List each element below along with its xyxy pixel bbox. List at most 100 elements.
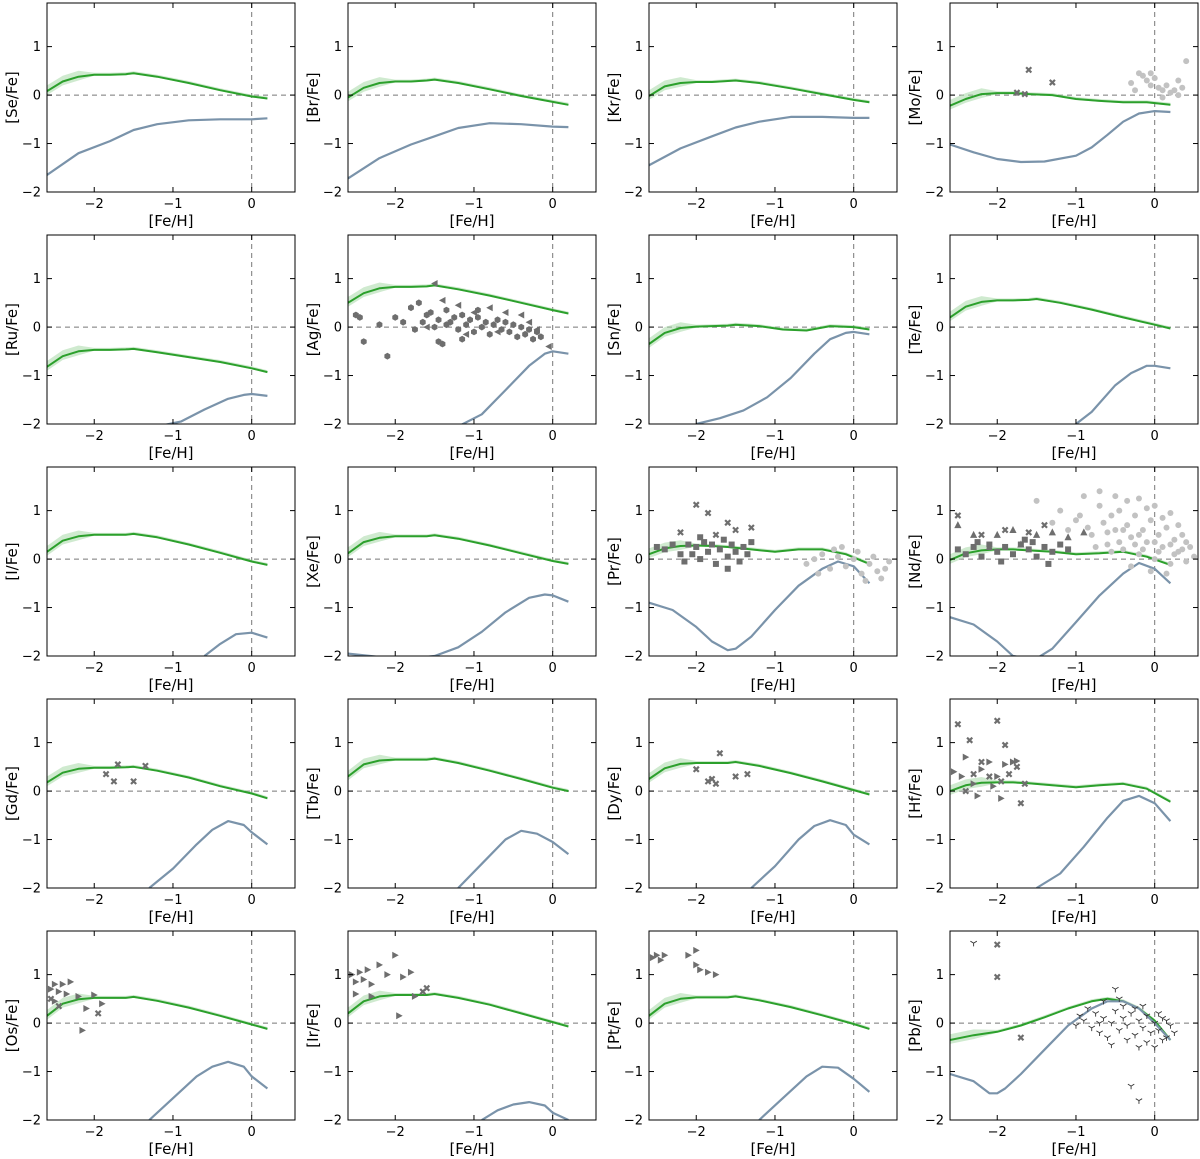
data-point-13 (1057, 541, 1064, 548)
y-tick-label: 1 (33, 272, 41, 287)
plot-area (649, 749, 870, 888)
data-point-37 (530, 335, 536, 343)
y-tick-label: 0 (635, 89, 643, 104)
data-point-28 (1017, 540, 1025, 548)
data-point-40 (412, 326, 418, 333)
data-point-3 (747, 524, 755, 531)
data-point-45 (431, 279, 438, 287)
data-point-23 (1147, 1030, 1155, 1036)
data-point-83 (1171, 551, 1178, 558)
plot-area (649, 946, 871, 1120)
data-point-9 (419, 318, 426, 326)
x-tick-label: −2 (85, 197, 104, 212)
series-line-0 (649, 79, 870, 104)
data-point-2 (970, 543, 977, 550)
data-point-29 (1170, 1030, 1178, 1036)
x-tick-label: −1 (1066, 893, 1085, 908)
x-tick-label: −1 (163, 197, 182, 212)
data-point-5 (693, 946, 700, 954)
data-point-79 (1104, 529, 1111, 536)
data-point-22 (1143, 1013, 1151, 1020)
data-point-1 (653, 951, 661, 959)
series-line-1 (950, 561, 1172, 656)
data-point-33 (1025, 529, 1033, 536)
y-axis-label: [Sn/Fe] (605, 303, 623, 356)
data-point-6 (376, 961, 383, 969)
data-point-10 (1033, 553, 1040, 560)
data-point-35 (834, 553, 841, 560)
data-point-5 (985, 773, 993, 780)
plot-area (950, 940, 1178, 1104)
y-tick-label: 0 (33, 1017, 41, 1032)
data-point-6 (400, 318, 407, 326)
data-point-4 (142, 762, 149, 770)
plot-area (950, 58, 1190, 164)
y-tick-label: −1 (22, 601, 41, 616)
y-tick-label: −1 (925, 1065, 944, 1080)
series-line-1 (950, 1000, 1172, 1095)
data-point-10 (79, 1026, 86, 1034)
data-point-27 (1080, 528, 1088, 536)
data-point-28 (697, 534, 704, 541)
y-axis-label: [Te/Fe] (906, 305, 924, 355)
data-point-16 (1021, 536, 1028, 543)
data-point-10 (1159, 87, 1166, 94)
y-axis-label: [Ag/Fe] (304, 303, 322, 357)
data-point-16 (970, 780, 978, 788)
panel-frame (949, 234, 1199, 425)
data-point-52 (533, 326, 540, 333)
x-tick-label: −2 (386, 429, 405, 444)
data-point-47 (1128, 534, 1135, 541)
x-tick-label: −2 (85, 1125, 104, 1140)
data-point-51 (1143, 539, 1150, 546)
data-point-0 (954, 720, 962, 728)
panel-frame (648, 2, 898, 193)
data-point-58 (1171, 536, 1178, 543)
y-tick-label: −1 (22, 137, 41, 152)
x-tick-label: −2 (687, 1125, 706, 1140)
x-tick-label: −2 (85, 429, 104, 444)
data-point-38 (858, 570, 865, 577)
y-tick-label: 0 (33, 553, 41, 568)
data-point-45 (1120, 546, 1127, 553)
x-tick-label: 0 (549, 197, 557, 212)
data-point-9 (400, 973, 407, 981)
data-point-13 (435, 316, 442, 324)
x-tick-label: 0 (1151, 893, 1159, 908)
panel-11: −2 −1 0 −2 −1 0 1 [Fe/H] [Nd/Fe] (906, 466, 1199, 694)
data-point-17 (712, 560, 719, 567)
x-tick-label: −1 (464, 893, 483, 908)
data-point-88 (1076, 512, 1083, 519)
series-band-0 (649, 77, 870, 104)
y-tick-label: −2 (624, 650, 643, 665)
data-point-78 (1183, 539, 1190, 546)
x-axis-label: [Fe/H] (750, 676, 795, 694)
panel-frame (949, 2, 1199, 193)
data-point-9 (1092, 1011, 1100, 1017)
data-point-15 (1115, 1028, 1123, 1034)
y-tick-label: 0 (635, 785, 643, 800)
x-axis-label: [Fe/H] (1051, 908, 1096, 926)
y-tick-label: −2 (22, 1114, 41, 1129)
x-axis-label: [Fe/H] (449, 676, 494, 694)
y-tick-label: −1 (624, 601, 643, 616)
series-line-0 (348, 757, 569, 793)
data-point-53 (545, 342, 552, 350)
data-point-39 (1072, 1023, 1080, 1029)
series-line-0 (348, 78, 569, 106)
panel-1: −2 −1 0 −2 −1 0 1 [Fe/H] [Br/Fe] (304, 2, 597, 230)
plot-area (348, 279, 569, 424)
series-line-0 (348, 534, 569, 565)
data-point-17 (451, 314, 458, 321)
data-point-32 (1001, 526, 1009, 534)
panel-frame (648, 234, 898, 425)
y-tick-label: 0 (936, 321, 944, 336)
data-point-21 (467, 316, 473, 324)
data-point-34 (1041, 521, 1048, 529)
data-point-16 (708, 541, 715, 548)
data-point-15 (962, 753, 970, 761)
data-point-9 (669, 541, 676, 548)
panel-frame (347, 2, 597, 193)
data-point-18 (1127, 1011, 1135, 1017)
x-axis-label: [Fe/H] (148, 444, 193, 462)
